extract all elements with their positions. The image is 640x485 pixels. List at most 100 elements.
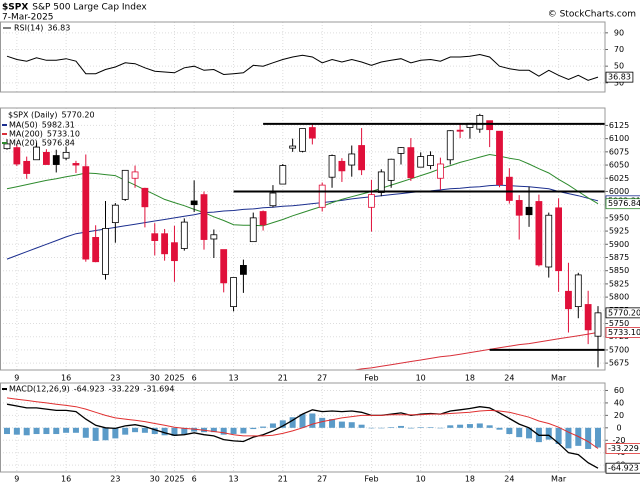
candle-body bbox=[348, 153, 356, 166]
histogram-bar bbox=[151, 427, 158, 435]
x-tick-label: 13 bbox=[228, 475, 238, 484]
value-tag-box bbox=[605, 462, 640, 474]
x-tick-label: Feb bbox=[364, 475, 378, 484]
y-tick-label: 5825 bbox=[609, 279, 629, 288]
y-tick-label: 5850 bbox=[609, 266, 629, 275]
candle-body bbox=[446, 130, 454, 161]
histogram-bar bbox=[417, 427, 424, 428]
histogram-bar bbox=[141, 427, 148, 433]
histogram-bar bbox=[299, 414, 306, 428]
value-tag-box bbox=[605, 198, 640, 210]
histogram-bar bbox=[466, 424, 473, 428]
candle-body bbox=[230, 277, 237, 308]
histogram-bar bbox=[171, 427, 178, 436]
x-tick-label: 2025 bbox=[164, 374, 184, 383]
value-tag-box bbox=[605, 71, 634, 83]
candle-body bbox=[180, 221, 188, 249]
histogram-bar bbox=[112, 427, 119, 439]
panel-frame bbox=[0, 382, 606, 473]
histogram-bar bbox=[269, 423, 276, 428]
candle-body bbox=[387, 158, 395, 181]
candle-body bbox=[427, 155, 434, 166]
histogram-bar bbox=[319, 417, 326, 428]
y-tick-label: 0 bbox=[616, 423, 621, 432]
histogram-bar bbox=[92, 427, 99, 441]
legend-name: MA(20) bbox=[9, 139, 38, 148]
candle-body bbox=[515, 200, 523, 216]
x-tick-label: 27 bbox=[317, 475, 327, 484]
value-tag: -33.229 bbox=[608, 444, 639, 453]
value-tag-box bbox=[605, 307, 640, 319]
histogram-bar bbox=[63, 427, 70, 433]
symbol: $SPX bbox=[2, 3, 28, 13]
histogram-bar bbox=[23, 427, 30, 436]
histogram-bar bbox=[545, 427, 552, 440]
candle-body bbox=[574, 274, 582, 308]
legend-value: -31.694 bbox=[144, 385, 175, 394]
histogram-bar bbox=[516, 427, 523, 438]
x-tick-label: 9 bbox=[14, 374, 19, 383]
y-tick-label: 5800 bbox=[609, 293, 629, 302]
x-tick-label: Feb bbox=[364, 374, 378, 383]
histogram-bar bbox=[457, 424, 464, 428]
histogram-bar bbox=[486, 425, 493, 428]
x-tick-label: 13 bbox=[228, 374, 238, 383]
candle-body bbox=[545, 214, 553, 268]
y-tick-label: 70 bbox=[614, 45, 624, 54]
panel bbox=[0, 22, 605, 92]
histogram-bar bbox=[132, 427, 139, 433]
x-tick-label: 24 bbox=[504, 475, 514, 484]
candle-body bbox=[13, 147, 21, 165]
y-tick-label: 60 bbox=[614, 386, 624, 395]
candle-body bbox=[377, 171, 385, 193]
y-tick-label: 6050 bbox=[609, 161, 629, 170]
x-tick-label: 23 bbox=[110, 374, 120, 383]
candle-body bbox=[565, 290, 572, 310]
histogram-bar bbox=[4, 427, 10, 435]
histogram-bar bbox=[240, 427, 247, 434]
legend-title: RSI(14) bbox=[14, 24, 43, 33]
candle-body bbox=[161, 233, 169, 255]
y-tick-label: 5700 bbox=[609, 345, 629, 354]
y-tick-label: 50 bbox=[614, 62, 624, 71]
x-tick-label: 6 bbox=[192, 475, 197, 484]
date: 7-Mar-2025 bbox=[2, 13, 54, 23]
candle-body bbox=[486, 120, 494, 131]
value-tag: 5976.84 bbox=[608, 199, 640, 208]
legend-name: MA(50) bbox=[9, 121, 38, 130]
legend-name: MA(200) bbox=[9, 130, 43, 139]
histogram-bar bbox=[496, 427, 503, 430]
y-tick-label: 6000 bbox=[609, 187, 629, 196]
histogram-bar bbox=[329, 419, 336, 428]
candle-body bbox=[131, 171, 139, 179]
candle-body bbox=[535, 201, 543, 266]
value-tag: -64.923 bbox=[608, 464, 639, 473]
x-tick-label: 10 bbox=[416, 475, 426, 484]
histogram-bar bbox=[398, 425, 404, 428]
candle-body bbox=[52, 155, 60, 165]
histogram-bar bbox=[348, 422, 355, 428]
histogram-bar bbox=[309, 413, 316, 428]
histogram-bar bbox=[53, 427, 60, 435]
histogram-bar bbox=[13, 427, 20, 435]
histogram-bar bbox=[595, 427, 601, 448]
macd-line bbox=[6, 403, 599, 469]
histogram-bar bbox=[427, 427, 434, 428]
histogram-bar bbox=[407, 427, 414, 429]
candle-body bbox=[102, 228, 109, 275]
candle-body bbox=[259, 211, 267, 226]
y-tick-label: 5675 bbox=[609, 359, 629, 368]
credit: © StockCharts.com bbox=[548, 10, 636, 20]
rsi-line bbox=[6, 53, 599, 81]
legend-value: 5770.20 bbox=[62, 111, 95, 120]
candle-body bbox=[239, 265, 247, 275]
candle-body bbox=[190, 200, 198, 206]
histogram-bar bbox=[161, 427, 168, 436]
x-tick-label: Mar bbox=[551, 475, 567, 484]
x-tick-label: 6 bbox=[192, 374, 197, 383]
x-tick-label: 21 bbox=[278, 475, 288, 484]
candle-body bbox=[151, 233, 159, 241]
value-tag-box bbox=[605, 443, 640, 454]
x-tick-label: 9 bbox=[14, 475, 19, 484]
